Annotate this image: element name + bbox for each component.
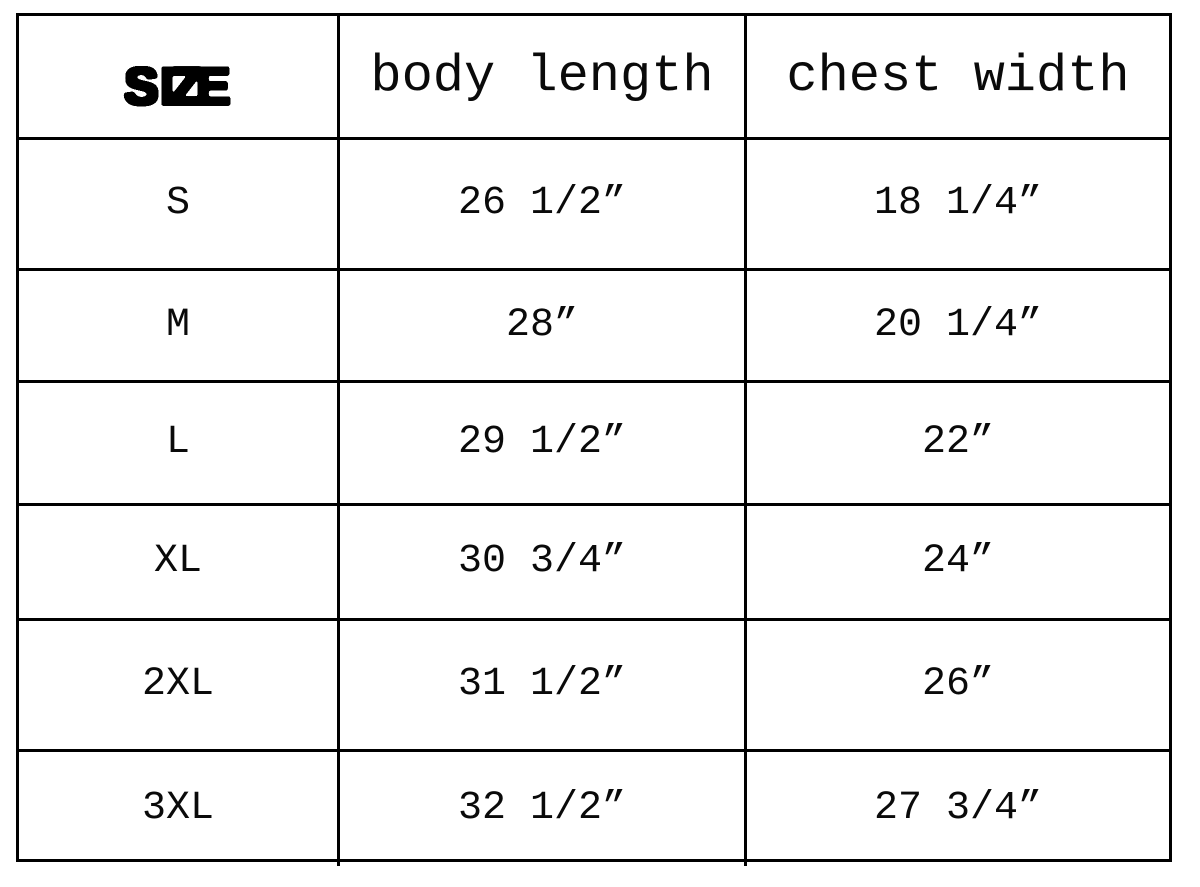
svg-text:SIZE: SIZE [124,58,231,112]
